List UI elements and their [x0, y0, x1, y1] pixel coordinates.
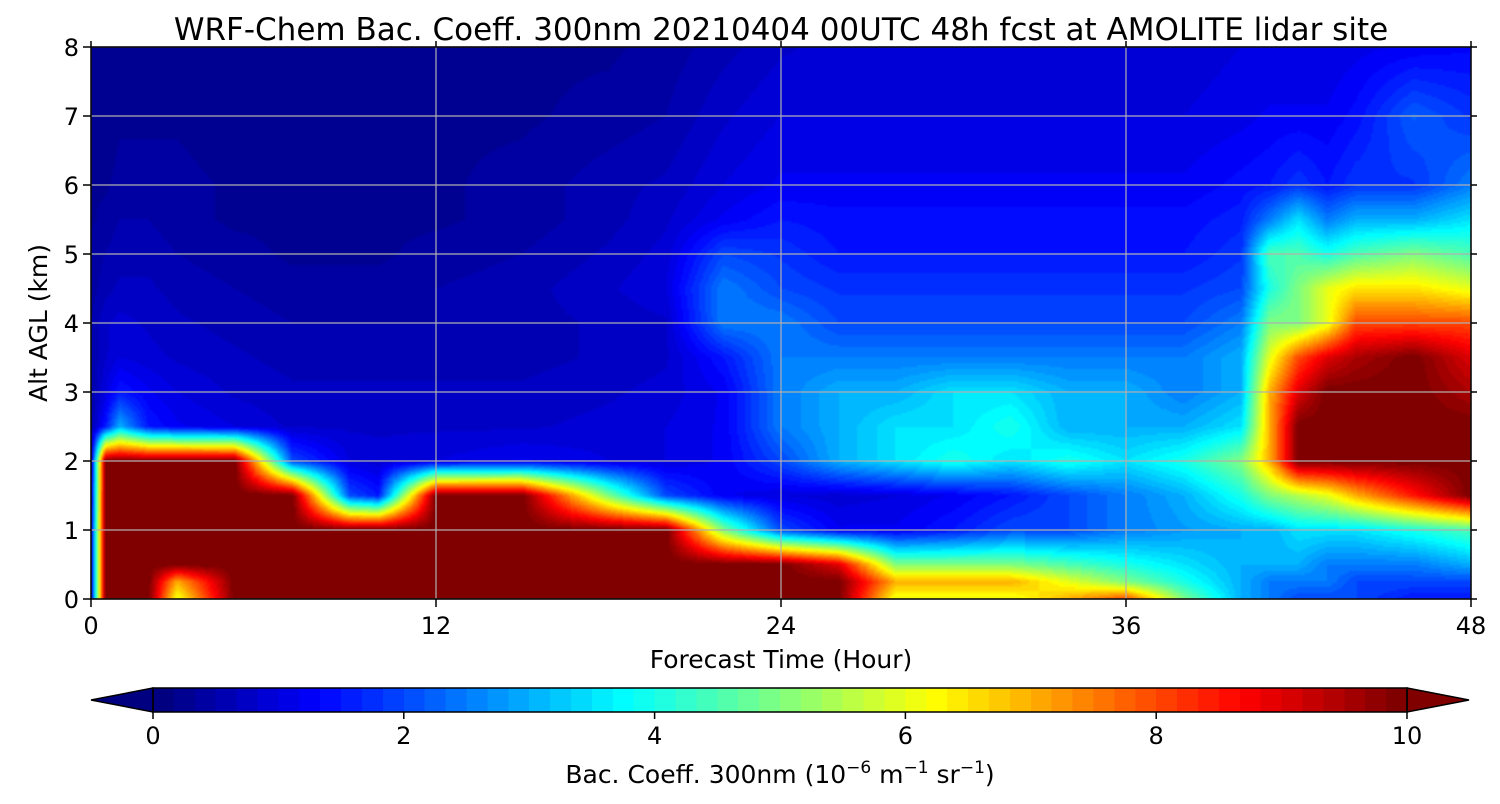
colorbar-frame — [152, 687, 1408, 713]
colorbar-label-exp3: −1 — [960, 758, 985, 778]
y-tick-label: 7 — [64, 103, 79, 131]
x-tick-label: 24 — [766, 612, 797, 640]
x-tick-label: 12 — [421, 612, 452, 640]
colorbar-label-close: ) — [985, 760, 995, 789]
colorbar-tick-label: 2 — [396, 722, 411, 750]
y-tick-label: 4 — [64, 310, 79, 338]
colorbar-label-mid: m — [871, 760, 903, 789]
y-tick-label: 1 — [64, 517, 79, 545]
y-tick-label: 8 — [64, 34, 79, 62]
colorbar-tick-label: 10 — [1392, 722, 1423, 750]
y-tick-label: 6 — [64, 172, 79, 200]
x-tick-label: 0 — [83, 612, 98, 640]
colorbar-label-exp2: −1 — [904, 758, 929, 778]
y-axis-ticks: 0 1 2 3 4 5 6 7 8 — [64, 34, 1477, 614]
x-tick-label: 48 — [1456, 612, 1487, 640]
x-axis-label: Forecast Time (Hour) — [650, 645, 913, 674]
colorbar-tick-label: 6 — [898, 722, 913, 750]
y-axis-label: Alt AGL (km) — [24, 244, 53, 402]
colorbar-tick-label: 0 — [145, 722, 160, 750]
x-axis-ticks: 0 12 24 36 48 — [83, 41, 1486, 640]
colorbar-label-exp1: −6 — [846, 758, 871, 778]
colorbar-label-main: Bac. Coeff. 300nm (10 — [565, 760, 846, 789]
colorbar-ticks: 0 2 4 6 8 10 — [145, 712, 1422, 750]
y-tick-label: 0 — [64, 586, 79, 614]
colorbar: 0 2 4 6 8 10 Bac. Coeff. 300nm (10−6 m−1 sr−1… — [90, 687, 1470, 789]
colorbar-extend-low — [90, 687, 154, 713]
y-tick-label: 5 — [64, 241, 79, 269]
colorbar-gradient — [153, 688, 1407, 712]
y-tick-label: 3 — [64, 379, 79, 407]
colorbar-label-end: sr — [929, 760, 961, 789]
colorbar-tick-label: 8 — [1149, 722, 1164, 750]
colorbar-tick-label: 4 — [647, 722, 662, 750]
colorbar-label: Bac. Coeff. 300nm (10−6 m−1 sr−1) — [565, 758, 994, 789]
colorbar-extend-high — [1406, 687, 1470, 713]
x-tick-label: 36 — [1111, 612, 1142, 640]
y-tick-label: 2 — [64, 448, 79, 476]
